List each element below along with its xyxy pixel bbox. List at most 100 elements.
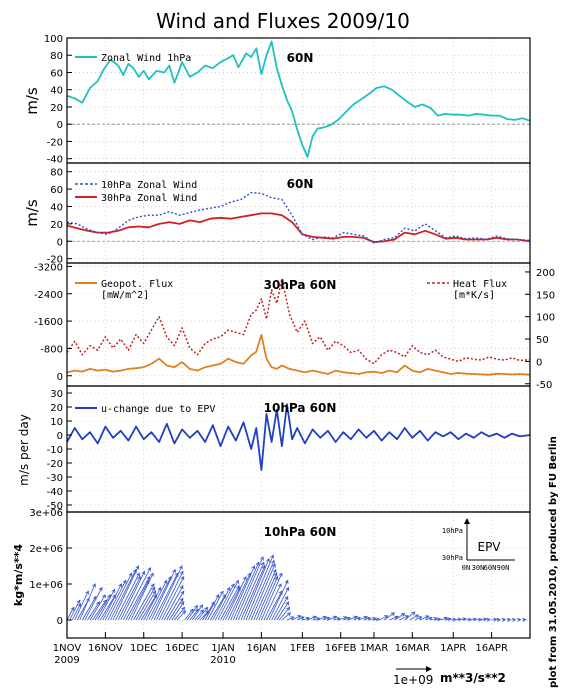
epv-vector [276, 601, 289, 621]
panel-4-ylabel: m/s per day [17, 414, 31, 486]
epv-vector [89, 594, 106, 621]
epv-vector-head [111, 588, 116, 593]
epv-vector [97, 589, 116, 621]
epv-vector-head [493, 617, 498, 622]
figure-title: Wind and Fluxes 2009/10 [156, 9, 410, 33]
epv-vector-head [346, 616, 351, 621]
epv-vector [189, 608, 199, 621]
epv-vector [250, 564, 276, 621]
epv-vector-head [150, 583, 155, 588]
y-tick-label: 100 [536, 313, 555, 324]
epv-vector-head [428, 616, 433, 621]
epv-vector-head [251, 565, 256, 570]
x-tick-label: 1FEB [290, 643, 315, 654]
epv-vector-head [151, 586, 156, 592]
y-tick-label: -3200 [34, 262, 63, 273]
epv-vector [399, 615, 409, 621]
epv-vector-head [157, 586, 162, 592]
series-line-10hpa-zonal-wind [67, 191, 530, 244]
y-tick-label: 50 [536, 335, 549, 346]
epv-vector [338, 616, 347, 621]
epv-vector [281, 612, 291, 621]
panel-epv-flux-vectors: 0 1e+06 2e+06 3e+06 10hPa 60N kg*m/s**4 10h… [12, 508, 527, 627]
epv-vector [102, 583, 122, 621]
y-tick-label: 150 [536, 290, 555, 301]
epv-vector [94, 594, 111, 621]
epv-vector [297, 616, 305, 621]
epv-vector [82, 596, 97, 621]
panel-5-ylabel: kg*m/s**4 [12, 544, 25, 606]
epv-vector-head [102, 594, 106, 599]
inset-y-label-top: 10hPa [442, 527, 463, 535]
y-tick-label: 0 [57, 616, 63, 627]
x-year-label: 2010 [210, 655, 235, 666]
epv-vector [240, 565, 266, 621]
legend-unit-heat-flux: [m*K/s] [453, 290, 495, 301]
epv-vector-head [300, 616, 305, 621]
epv-vector-head [274, 576, 279, 581]
epv-vector [222, 587, 241, 621]
epv-vector [235, 556, 264, 621]
epv-vector [133, 583, 155, 621]
epv-vector-head [286, 612, 292, 617]
epv-vector [419, 615, 429, 621]
panel-1-annotation: 60N [287, 51, 314, 65]
epv-vector-head [180, 576, 185, 581]
epv-vector [450, 618, 456, 621]
epv-vector [125, 576, 150, 621]
epv-vector [130, 573, 154, 621]
y-tick-label: -10 [47, 445, 63, 456]
epv-vector-head [472, 617, 478, 622]
inset-x-label-1: 30N [472, 564, 485, 572]
epv-vector-head [436, 617, 442, 622]
epv-vector [194, 609, 204, 621]
epv-vector-head [271, 559, 275, 565]
epv-vector [404, 611, 416, 621]
epv-vector [348, 616, 358, 621]
epv-vector-head [286, 606, 291, 611]
x-tick-label: 1APR [440, 643, 466, 654]
epv-vector [168, 598, 184, 621]
y-tick-label: -2400 [34, 290, 63, 301]
epv-vector [174, 607, 185, 621]
y-tick-label: -20 [47, 459, 63, 470]
panel-2-ylabel: m/s [23, 199, 41, 227]
epv-vector-head [85, 590, 89, 595]
series-line-geopot-flux [67, 333, 530, 376]
epv-vector [192, 604, 203, 621]
epv-vector [99, 594, 116, 621]
x-tick-label: 16DEC [165, 643, 199, 654]
epv-vector [227, 573, 251, 621]
series-line-u-change [67, 403, 530, 471]
epv-vector [389, 616, 398, 621]
epv-vector [225, 576, 247, 621]
epv-vector-head [260, 556, 264, 561]
epv-vector [117, 576, 141, 621]
epv-vector-head [312, 615, 317, 620]
epv-vector [435, 618, 441, 621]
epv-vector-head [462, 617, 467, 622]
epv-vector-head [482, 617, 488, 622]
epv-vector [424, 617, 433, 621]
epv-vector-head [285, 586, 290, 592]
epv-vector [107, 573, 133, 621]
inset-y-label-bottom: 30hPa [442, 554, 463, 562]
epv-vector [363, 617, 371, 621]
epv-vector [230, 565, 255, 621]
y-tick-label: 100 [44, 34, 63, 45]
epv-vector [440, 617, 448, 621]
epv-vector [128, 580, 150, 621]
epv-vector-head [271, 563, 276, 568]
epv-vector [312, 617, 320, 621]
epv-vector [110, 569, 137, 621]
x-tick-label: 1JAN [211, 643, 234, 654]
epv-vector-head [181, 606, 186, 611]
epv-vector [307, 616, 317, 621]
y-tick-label: -50 [536, 380, 552, 391]
epv-vector-head [411, 611, 416, 616]
epv-vector-head [204, 606, 209, 611]
y-tick-label: 80 [50, 51, 63, 62]
panel-fluxes-30hpa: -3200 -2400 -1600 -800 0 -50 0 50 100 150 200 Geo… [34, 262, 555, 390]
y-tick-label: -20 [47, 255, 63, 266]
